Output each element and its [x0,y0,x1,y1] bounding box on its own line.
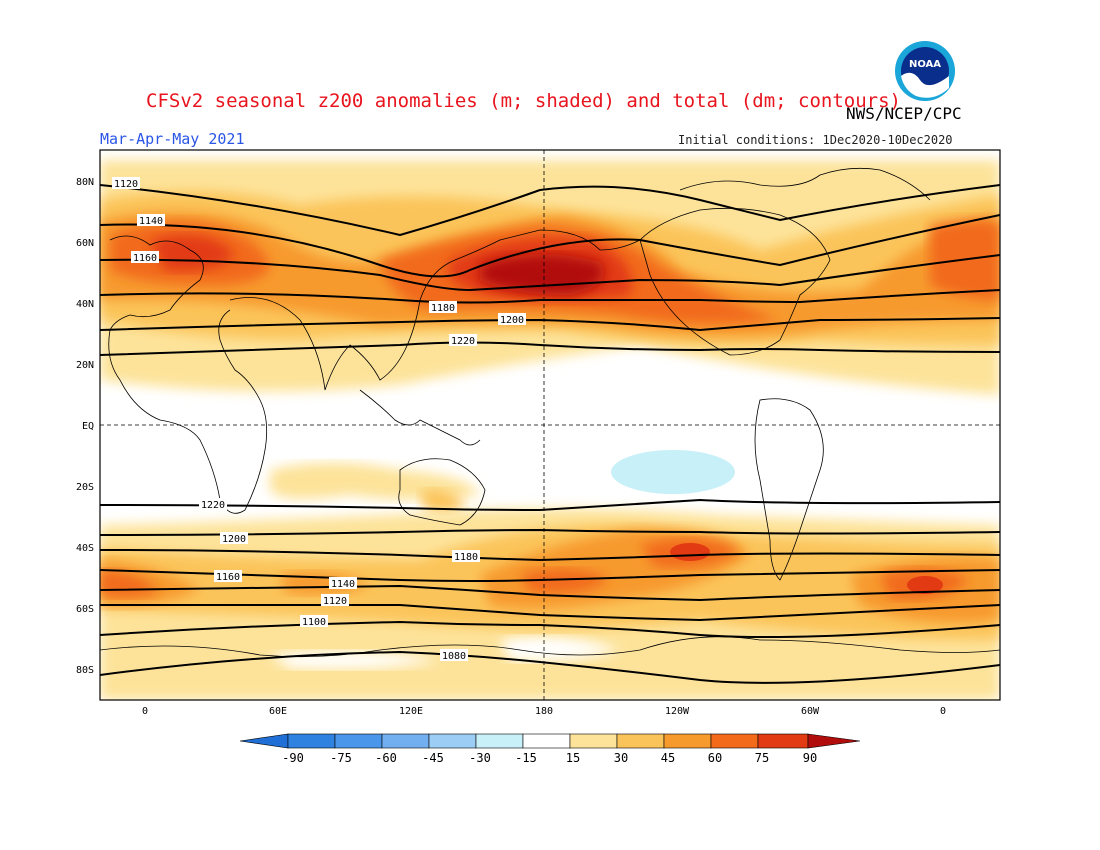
colorbar-label: 90 [803,751,817,765]
colorbar-swatch [287,733,336,749]
noaa-logo-text: NOAA [909,59,941,70]
contour-1140-nh [100,214,1000,278]
contour-1080-sh [100,650,1000,684]
colorbar [239,733,861,749]
colorbar-swatch [757,733,809,749]
colorbar-swatch [710,733,759,749]
colorbar-swatch [428,733,477,749]
season-label: Mar-Apr-May 2021 [100,130,245,148]
coastlines [100,167,1000,658]
colorbar-label: -60 [375,751,397,765]
svg-text:1080: 1080 [442,651,466,662]
colorbar-label: 15 [566,751,580,765]
initial-conditions-label: Initial conditions: 1Dec2020-10Dec2020 [678,133,953,147]
svg-text:1140: 1140 [331,579,355,590]
svg-text:1160: 1160 [216,572,240,583]
colorbar-label: 30 [614,751,628,765]
colorbar-low-arrow [239,733,289,749]
contour-labels: 1120 1140 1160 1180 1200 1220 1220 1200 … [112,177,526,662]
contour-1200-nh [100,317,1000,332]
lat-tick: 80N [76,177,94,188]
contour-1160-sh [100,569,1000,582]
colorbar-label: -75 [330,751,352,765]
plot-frame [99,149,1001,701]
contour-1160-nh [100,254,1000,292]
colorbar-label: 45 [661,751,675,765]
contour-label: 1160 [214,570,242,583]
contour-1100-sh [100,620,1000,639]
contour-label: 1100 [300,615,328,628]
map-title: CFSv2 seasonal z200 anomalies (m; shaded… [146,90,901,112]
svg-text:1220: 1220 [201,500,225,511]
contour-label: 1160 [131,251,159,264]
svg-text:1200: 1200 [500,315,524,326]
contour-label: 1120 [112,177,140,190]
svg-text:1120: 1120 [114,179,138,190]
lat-tick: 20S [76,482,94,493]
colorbar-label: -45 [422,751,444,765]
contour-1140-sh [100,584,1000,602]
lat-tick: EQ [82,421,94,432]
svg-text:1180: 1180 [454,552,478,563]
lon-tick: 0 [142,706,148,717]
colorbar-swatch [616,733,665,749]
lat-tick: 40N [76,299,94,310]
lon-tick: 60E [269,706,287,717]
contour-1180-sh [100,549,1000,562]
lat-tick: 60S [76,604,94,615]
colorbar-label: -90 [282,751,304,765]
lon-tick: 120W [665,706,690,717]
colorbar-swatch [663,733,712,749]
contour-label: 1120 [321,594,349,607]
contour-1120-sh [100,603,1000,622]
contour-label: 1200 [498,313,526,326]
contour-label: 1180 [429,301,457,314]
svg-text:1100: 1100 [302,617,326,628]
contour-label: 1140 [137,214,165,227]
contour-label: 1140 [329,577,357,590]
lon-tick: 180 [535,706,553,717]
colorbar-swatch [569,733,618,749]
colorbar-label: 75 [755,751,769,765]
colorbar-labels: -90 -75 -60 -45 -30 -15 15 30 45 60 75 9… [282,751,817,765]
svg-text:1220: 1220 [451,336,475,347]
contour-1220-sh [100,498,1000,512]
contour-label: 1220 [199,498,227,511]
lon-tick: 60W [801,706,820,717]
colorbar-label: 60 [708,751,722,765]
colorbar-swatch [334,733,383,749]
svg-text:1120: 1120 [323,596,347,607]
contour-1220-nh [100,341,1000,356]
svg-text:1160: 1160 [133,253,157,264]
noaa-logo: NOAA [895,41,955,101]
lat-tick: 40S [76,543,94,554]
svg-text:1180: 1180 [431,303,455,314]
colorbar-swatch [475,733,524,749]
contour-label: 1220 [449,334,477,347]
colorbar-label: -30 [469,751,491,765]
svg-text:1200: 1200 [222,534,246,545]
longitude-axis: 0 60E 120E 180 120W 60W 0 [142,706,946,717]
contour-label: 1180 [452,550,480,563]
contour-label: 1200 [220,532,248,545]
lat-tick: 60N [76,238,94,249]
contour-1180-nh [100,289,1000,304]
lat-tick: 80S [76,665,94,676]
colorbar-label: -15 [515,751,537,765]
lon-tick: 120E [399,706,423,717]
agency-label: NWS/NCEP/CPC [846,104,962,123]
contour-1120-nh [100,184,1000,237]
colorbar-swatch [522,733,571,749]
latitude-axis: 80N 60N 40N 20N EQ 20S 40S 60S 80S [76,177,94,676]
contour-1200-sh [100,528,1000,536]
colorbar-swatch [381,733,430,749]
lon-tick: 0 [940,706,946,717]
lat-tick: 20N [76,360,94,371]
reference-lines [100,150,1000,700]
colorbar-high-arrow [807,733,861,749]
height-contours [100,184,1000,684]
svg-text:1140: 1140 [139,216,163,227]
contour-label: 1080 [440,649,468,662]
